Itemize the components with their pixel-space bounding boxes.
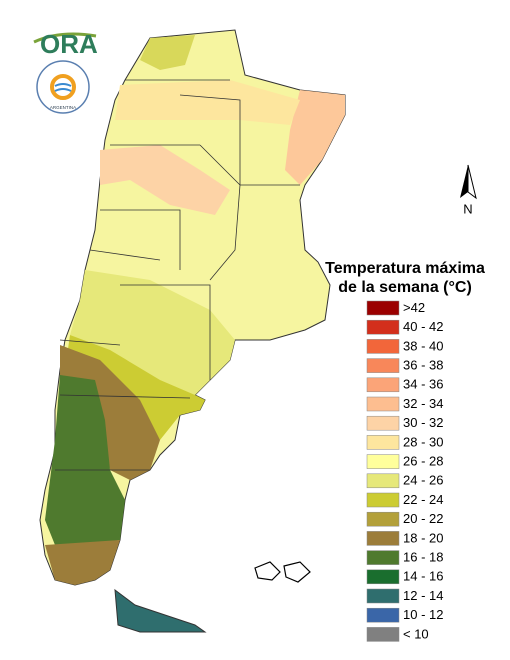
legend-label: 40 - 42 <box>403 319 443 334</box>
legend-label: 20 - 22 <box>403 511 443 526</box>
logo-swoosh <box>33 32 97 44</box>
legend-swatch <box>366 550 400 565</box>
legend-swatch <box>366 358 400 373</box>
north-arrow-shape <box>467 164 477 200</box>
north-label: N <box>463 201 472 216</box>
legend: Temperatura máxima de la semana (°C) >42… <box>325 260 485 642</box>
legend-label: 10 - 12 <box>403 607 443 622</box>
north-arrow-shape <box>460 165 468 198</box>
legend-swatch <box>366 492 400 508</box>
seal-waves <box>54 83 72 92</box>
legend-label: 22 - 24 <box>403 492 443 507</box>
legend-label: 18 - 20 <box>403 530 443 545</box>
legend-swatch <box>366 607 400 623</box>
tierra-del-fuego <box>114 588 207 633</box>
region-20-22-south <box>45 540 120 585</box>
legend-swatch <box>366 569 400 585</box>
legend-swatch <box>366 588 400 604</box>
legend-swatch <box>366 377 400 393</box>
legend-label: 34 - 36 <box>403 377 443 392</box>
legend-label: 14 - 16 <box>403 569 443 584</box>
region-16-18 <box>45 375 125 545</box>
malvinas <box>254 561 311 583</box>
legend-swatch <box>366 531 400 546</box>
region-28-30 <box>115 80 300 125</box>
seal-sun <box>50 74 76 100</box>
legend-label: 12 - 14 <box>403 588 443 603</box>
legend-swatch <box>366 396 400 412</box>
argentina-map <box>39 29 346 633</box>
seal <box>36 60 90 114</box>
legend-title: Temperatura máxima <box>325 260 485 277</box>
legend-swatch <box>366 454 400 469</box>
legend-swatch <box>366 319 400 335</box>
legend-label: >42 <box>403 300 425 315</box>
legend-swatch <box>366 511 400 527</box>
region-30-32-northeast <box>285 90 345 185</box>
legend-label: < 10 <box>403 626 429 641</box>
legend-label: 26 - 28 <box>403 454 443 469</box>
legend-title: de la semana (°C) <box>338 279 472 296</box>
legend-swatch <box>366 435 400 450</box>
provincial-borders <box>55 79 300 471</box>
region-24-26 <box>70 270 235 395</box>
region-22-24-north <box>140 35 195 70</box>
legend-label: 32 - 34 <box>403 396 443 411</box>
region-30-32-center <box>100 145 230 215</box>
legend-label: 30 - 32 <box>403 415 443 430</box>
legend-label: 36 - 38 <box>403 358 443 373</box>
legend-label: 16 - 18 <box>403 550 443 565</box>
legend-swatch <box>366 473 400 489</box>
legend-label: 38 - 40 <box>403 338 443 353</box>
legend-swatch <box>366 627 400 642</box>
logo-text: ORA <box>40 29 98 59</box>
legend-swatch <box>366 415 400 431</box>
logo: ORA ARGENTINA <box>33 29 98 114</box>
legend-label: 28 - 30 <box>403 434 443 449</box>
legend-swatch <box>366 339 400 354</box>
legend-swatch <box>366 300 400 316</box>
legend-label: 24 - 26 <box>403 473 443 488</box>
seal-text: ARGENTINA <box>50 105 76 110</box>
north-arrow: N <box>460 164 477 216</box>
